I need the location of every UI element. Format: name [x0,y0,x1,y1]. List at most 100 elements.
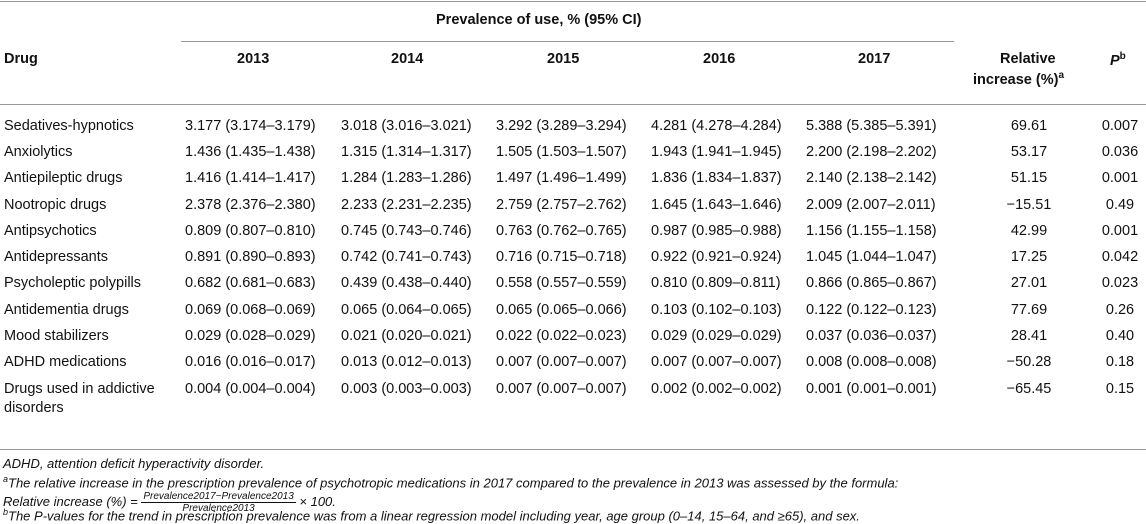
cell-p: 0.40 [1105,328,1135,344]
cell-v2016: 4.281 (4.278–4.284) [651,118,782,134]
cell-v2017: 1.045 (1.044–1.047) [806,249,937,265]
cell-rel: 51.15 [1010,170,1048,186]
cell-drug: Antidementia drugs [4,302,129,318]
cell-v2014: 0.003 (0.003–0.003) [341,381,472,397]
cell-v2014: 2.233 (2.231–2.235) [341,197,472,213]
column-header-p: Pb [1110,51,1126,69]
cell-v2014: 1.315 (1.314–1.317) [341,144,472,160]
cell-v2016: 0.007 (0.007–0.007) [651,354,782,370]
table-group-rule [181,41,954,42]
cell-v2013: 1.416 (1.414–1.417) [185,170,316,186]
cell-p: 0.007 [1101,118,1139,134]
cell-drug: ADHD medications [4,354,127,370]
column-header-2015: 2015 [547,51,580,67]
cell-v2016: 0.029 (0.029–0.029) [651,328,782,344]
cell-drug: Drugs used in addictive [4,381,155,397]
cell-p: 0.023 [1101,275,1139,291]
footnote-a-formula: Relative increase (%) = Prevalence2017−P… [3,491,336,514]
column-header-2017: 2017 [858,51,891,67]
cell-drug: Antiepileptic drugs [4,170,123,186]
cell-p: 0.26 [1105,302,1135,318]
cell-drug: Antidepressants [4,249,108,265]
cell-v2013: 0.016 (0.016–0.017) [185,354,316,370]
cell-rel: −50.28 [1006,354,1052,370]
cell-v2013: 0.004 (0.004–0.004) [185,381,316,397]
cell-rel: 17.25 [1010,249,1048,265]
cell-v2016: 0.103 (0.102–0.103) [651,302,782,318]
cell-p: 0.15 [1105,381,1135,397]
cell-v2017: 2.200 (2.198–2.202) [806,144,937,160]
cell-v2015: 0.007 (0.007–0.007) [496,354,627,370]
cell-drug-line2: disorders [4,400,64,416]
table-header-rule [0,104,1146,105]
cell-v2013: 0.069 (0.068–0.069) [185,302,316,318]
column-header-relative-line2: increase (%)a [973,70,1064,88]
cell-v2016: 0.922 (0.921–0.924) [651,249,782,265]
cell-v2013: 1.436 (1.435–1.438) [185,144,316,160]
cell-v2014: 0.013 (0.012–0.013) [341,354,472,370]
cell-rel: 42.99 [1010,223,1048,239]
cell-rel: 69.61 [1010,118,1048,134]
cell-v2014: 0.021 (0.020–0.021) [341,328,472,344]
column-header-drug: Drug [4,51,38,67]
cell-v2017: 0.866 (0.865–0.867) [806,275,937,291]
cell-v2013: 0.891 (0.890–0.893) [185,249,316,265]
column-header-2014: 2014 [391,51,424,67]
cell-rel: 77.69 [1010,302,1048,318]
cell-v2013: 2.378 (2.376–2.380) [185,197,316,213]
cell-p: 0.001 [1101,170,1139,186]
footnote-b: bThe P-values for the trend in prescript… [3,507,860,524]
cell-p: 0.042 [1101,249,1139,265]
formula-fraction: Prevalence2017−Prevalence2013 Prevalence2… [141,491,296,514]
cell-rel: −65.45 [1006,381,1052,397]
cell-rel: −15.51 [1006,197,1052,213]
cell-v2014: 0.439 (0.438–0.440) [341,275,472,291]
cell-rel: 27.01 [1010,275,1048,291]
table-bottom-rule [0,449,1146,450]
cell-v2016: 1.943 (1.941–1.945) [651,144,782,160]
cell-p: 0.001 [1101,223,1139,239]
cell-rel: 53.17 [1010,144,1048,160]
cell-v2017: 5.388 (5.385–5.391) [806,118,937,134]
cell-v2015: 2.759 (2.757–2.762) [496,197,627,213]
cell-v2015: 1.497 (1.496–1.499) [496,170,627,186]
table-top-rule [0,1,1146,2]
cell-drug: Sedatives-hypnotics [4,118,134,134]
cell-drug: Psycholeptic polypills [4,275,142,291]
footnote-abbrev: ADHD, attention deficit hyperactivity di… [3,456,265,471]
cell-v2013: 3.177 (3.174–3.179) [185,118,316,134]
cell-p: 0.18 [1105,354,1135,370]
cell-v2017: 1.156 (1.155–1.158) [806,223,937,239]
cell-v2015: 0.007 (0.007–0.007) [496,381,627,397]
column-header-2013: 2013 [237,51,270,67]
cell-v2015: 1.505 (1.503–1.507) [496,144,627,160]
cell-v2017: 2.009 (2.007–2.011) [806,197,936,213]
cell-v2015: 0.763 (0.762–0.765) [496,223,627,239]
cell-v2013: 0.029 (0.028–0.029) [185,328,316,344]
cell-p: 0.036 [1101,144,1139,160]
cell-v2017: 0.122 (0.122–0.123) [806,302,937,318]
cell-v2016: 0.810 (0.809–0.811) [651,275,781,291]
cell-v2013: 0.809 (0.807–0.810) [185,223,316,239]
column-header-2016: 2016 [703,51,736,67]
cell-v2016: 0.002 (0.002–0.002) [651,381,782,397]
cell-drug: Mood stabilizers [4,328,109,344]
cell-p: 0.49 [1105,197,1135,213]
cell-v2015: 0.022 (0.022–0.023) [496,328,627,344]
cell-v2014: 0.745 (0.743–0.746) [341,223,472,239]
footnote-a: aThe relative increase in the prescripti… [3,474,899,491]
cell-v2014: 1.284 (1.283–1.286) [341,170,472,186]
cell-v2017: 0.008 (0.008–0.008) [806,354,937,370]
cell-drug: Anxiolytics [4,144,73,160]
group-header-prevalence: Prevalence of use, % (95% CI) [436,12,642,28]
cell-v2017: 0.037 (0.036–0.037) [806,328,937,344]
cell-v2016: 1.645 (1.643–1.646) [651,197,782,213]
column-header-relative-line1: Relative [1000,51,1056,67]
cell-v2014: 3.018 (3.016–3.021) [341,118,472,134]
cell-v2015: 0.716 (0.715–0.718) [496,249,627,265]
cell-v2017: 2.140 (2.138–2.142) [806,170,937,186]
cell-v2015: 0.558 (0.557–0.559) [496,275,627,291]
cell-rel: 28.41 [1010,328,1048,344]
cell-v2013: 0.682 (0.681–0.683) [185,275,316,291]
